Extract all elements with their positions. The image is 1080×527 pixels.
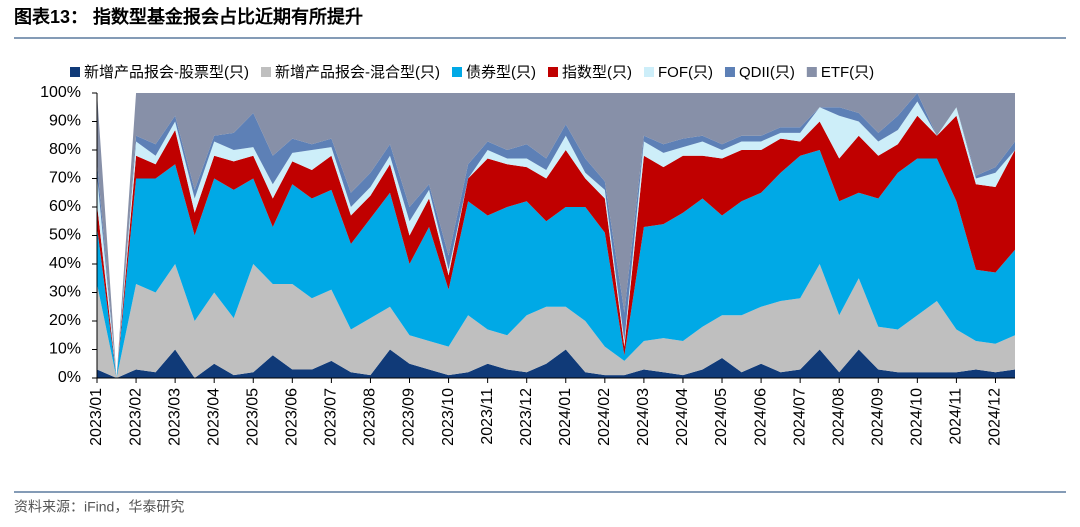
y-tick-label: 40% xyxy=(49,255,81,272)
area xyxy=(97,93,1015,378)
area xyxy=(97,101,1015,379)
legend-label: 指数型(只) xyxy=(562,64,632,81)
x-tick-label: 2023/07 xyxy=(323,388,340,446)
legend-swatch xyxy=(70,67,80,77)
x-tick-label: 2023/09 xyxy=(401,388,418,446)
y-tick-label: 100% xyxy=(40,84,81,101)
legend-label: QDII(只) xyxy=(739,64,795,81)
x-tick-label: 2024/10 xyxy=(909,388,926,446)
x-tick-label: 2024/06 xyxy=(752,388,769,446)
y-tick-label: 0% xyxy=(58,369,81,386)
x-tick-label: 2023/11 xyxy=(479,388,496,445)
x-tick-label: 2024/01 xyxy=(557,388,574,446)
x-tick-label: 2024/04 xyxy=(674,388,691,446)
legend-label: 新增产品报会-混合型(只) xyxy=(275,64,440,81)
x-tick-label: 2024/09 xyxy=(869,388,886,446)
area xyxy=(97,150,1015,378)
x-tick-label: 2023/10 xyxy=(440,388,457,446)
x-tick-label: 2023/12 xyxy=(518,388,535,446)
legend-label: ETF(只) xyxy=(821,64,874,81)
y-tick-label: 10% xyxy=(49,341,81,358)
y-tick-label: 90% xyxy=(49,113,81,130)
x-tick-label: 2023/05 xyxy=(244,388,261,446)
legend-label: FOF(只) xyxy=(658,64,713,81)
x-tick-label: 2024/11 xyxy=(948,388,965,445)
legend-label: 债券型(只) xyxy=(466,64,536,81)
x-tick-label: 2024/02 xyxy=(596,388,613,446)
x-tick-label: 2024/05 xyxy=(713,388,730,446)
area xyxy=(97,264,1015,378)
x-tick-label: 2024/08 xyxy=(830,388,847,446)
x-tick-label: 2023/01 xyxy=(88,388,105,446)
area xyxy=(97,349,1015,378)
x-tick-label: 2024/07 xyxy=(791,388,808,446)
x-tick-label: 2023/08 xyxy=(362,388,379,446)
legend-swatch xyxy=(724,67,735,77)
y-tick-label: 20% xyxy=(49,312,81,329)
legend-swatch xyxy=(452,67,462,77)
x-tick-label: 2023/02 xyxy=(127,388,144,446)
x-tick-label: 2024/12 xyxy=(987,388,1004,446)
area xyxy=(97,93,1015,378)
y-tick-label: 30% xyxy=(49,284,81,301)
x-tick-label: 2023/03 xyxy=(166,388,183,446)
chart-title: 图表13： 指数型基金报会占比近期有所提升 xyxy=(14,6,363,27)
source: 资料来源：iFind，华泰研究 xyxy=(14,499,184,515)
legend-swatch xyxy=(806,67,817,77)
area xyxy=(97,115,1015,379)
x-tick-label: 2024/03 xyxy=(635,388,652,446)
y-tick-label: 80% xyxy=(49,141,81,158)
y-tick-label: 70% xyxy=(49,170,81,187)
x-tick-label: 2023/06 xyxy=(284,388,301,446)
legend-label: 新增产品报会-股票型(只) xyxy=(84,64,249,81)
legend-swatch xyxy=(261,67,271,77)
legend-swatch xyxy=(644,67,654,77)
y-tick-label: 60% xyxy=(49,198,81,215)
x-tick-label: 2023/04 xyxy=(205,388,222,446)
legend-swatch xyxy=(548,67,558,77)
y-tick-label: 50% xyxy=(49,227,81,244)
